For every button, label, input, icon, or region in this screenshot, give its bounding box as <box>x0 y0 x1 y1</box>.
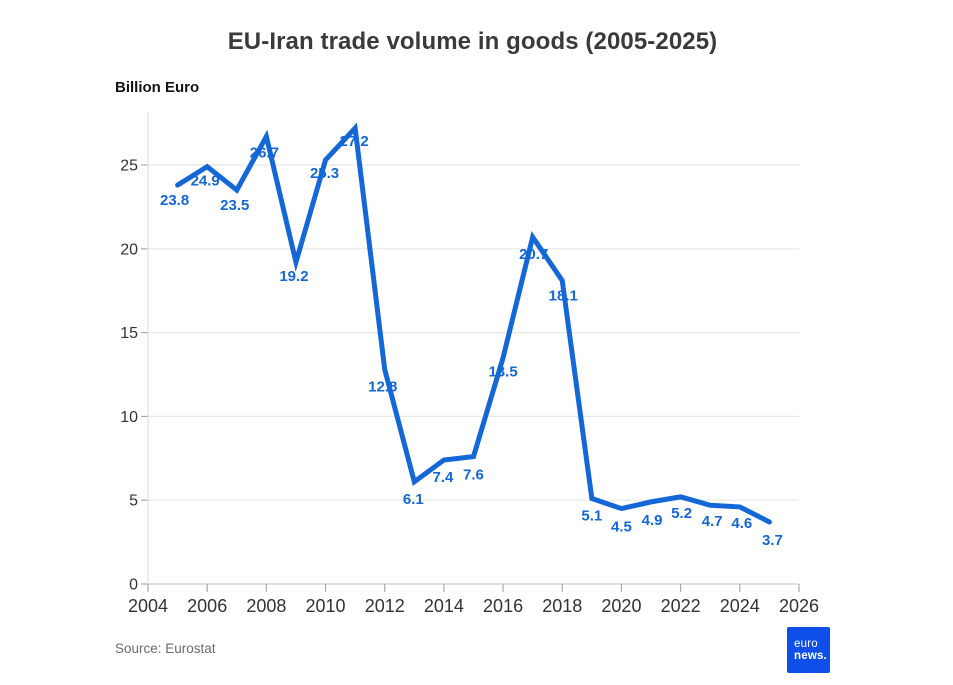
euronews-logo-text-news: news. <box>794 650 827 662</box>
data-label-2009: 19.2 <box>279 268 308 285</box>
chart-title: EU-Iran trade volume in goods (2005-2025… <box>227 28 718 55</box>
data-label-2013: 6.1 <box>403 491 424 508</box>
data-label-2020: 4.5 <box>611 519 632 536</box>
x-tick-label-2012: 2012 <box>365 596 405 616</box>
y-tick-label-0: 0 <box>129 577 138 594</box>
y-tick-label-25: 25 <box>120 158 138 175</box>
data-label-2017: 20.7 <box>519 246 548 263</box>
x-tick-label-2024: 2024 <box>720 596 760 616</box>
data-label-2010: 25.3 <box>310 165 339 182</box>
x-tick-label-2006: 2006 <box>187 596 227 616</box>
y-tick-label-20: 20 <box>120 241 138 258</box>
y-tick-label-15: 15 <box>120 325 138 342</box>
x-tick-label-2016: 2016 <box>483 596 523 616</box>
y-tick-label-5: 5 <box>129 493 138 510</box>
x-tick-label-2020: 2020 <box>601 596 641 616</box>
data-label-2006: 24.9 <box>191 173 220 190</box>
x-tick-label-2004: 2004 <box>128 596 168 616</box>
data-label-2007: 23.5 <box>220 197 249 214</box>
data-label-2008: 26.7 <box>250 145 279 162</box>
data-label-2025: 3.7 <box>762 532 783 549</box>
euronews-logo: euro news. <box>787 627 830 673</box>
x-tick-label-2008: 2008 <box>246 596 286 616</box>
trade-volume-line <box>175 122 772 525</box>
data-label-2023: 4.7 <box>702 513 723 530</box>
data-label-2011: 27.2 <box>340 133 369 150</box>
y-axis-unit-label: Billion Euro <box>115 79 200 96</box>
data-label-2024: 4.6 <box>731 515 752 532</box>
data-label-2018: 18.1 <box>549 288 578 305</box>
source-caption: Source: Eurostat <box>115 641 216 656</box>
data-label-2005: 23.8 <box>160 192 189 209</box>
data-label-2014: 7.4 <box>432 469 454 486</box>
euronews-logo-text-euro: euro <box>794 637 818 650</box>
x-tick-label-2018: 2018 <box>542 596 582 616</box>
x-tick-label-2010: 2010 <box>306 596 346 616</box>
data-label-2012: 12.8 <box>368 378 397 395</box>
data-label-2021: 4.9 <box>642 512 663 529</box>
data-label-2022: 5.2 <box>671 505 692 522</box>
data-label-2015: 7.6 <box>463 467 484 484</box>
x-tick-label-2014: 2014 <box>424 596 464 616</box>
x-tick-label-2022: 2022 <box>661 596 701 616</box>
data-label-2016: 13.5 <box>488 364 517 381</box>
x-tick-label-2026: 2026 <box>779 596 819 616</box>
y-tick-label-10: 10 <box>120 409 138 426</box>
data-label-2019: 5.1 <box>581 508 602 525</box>
